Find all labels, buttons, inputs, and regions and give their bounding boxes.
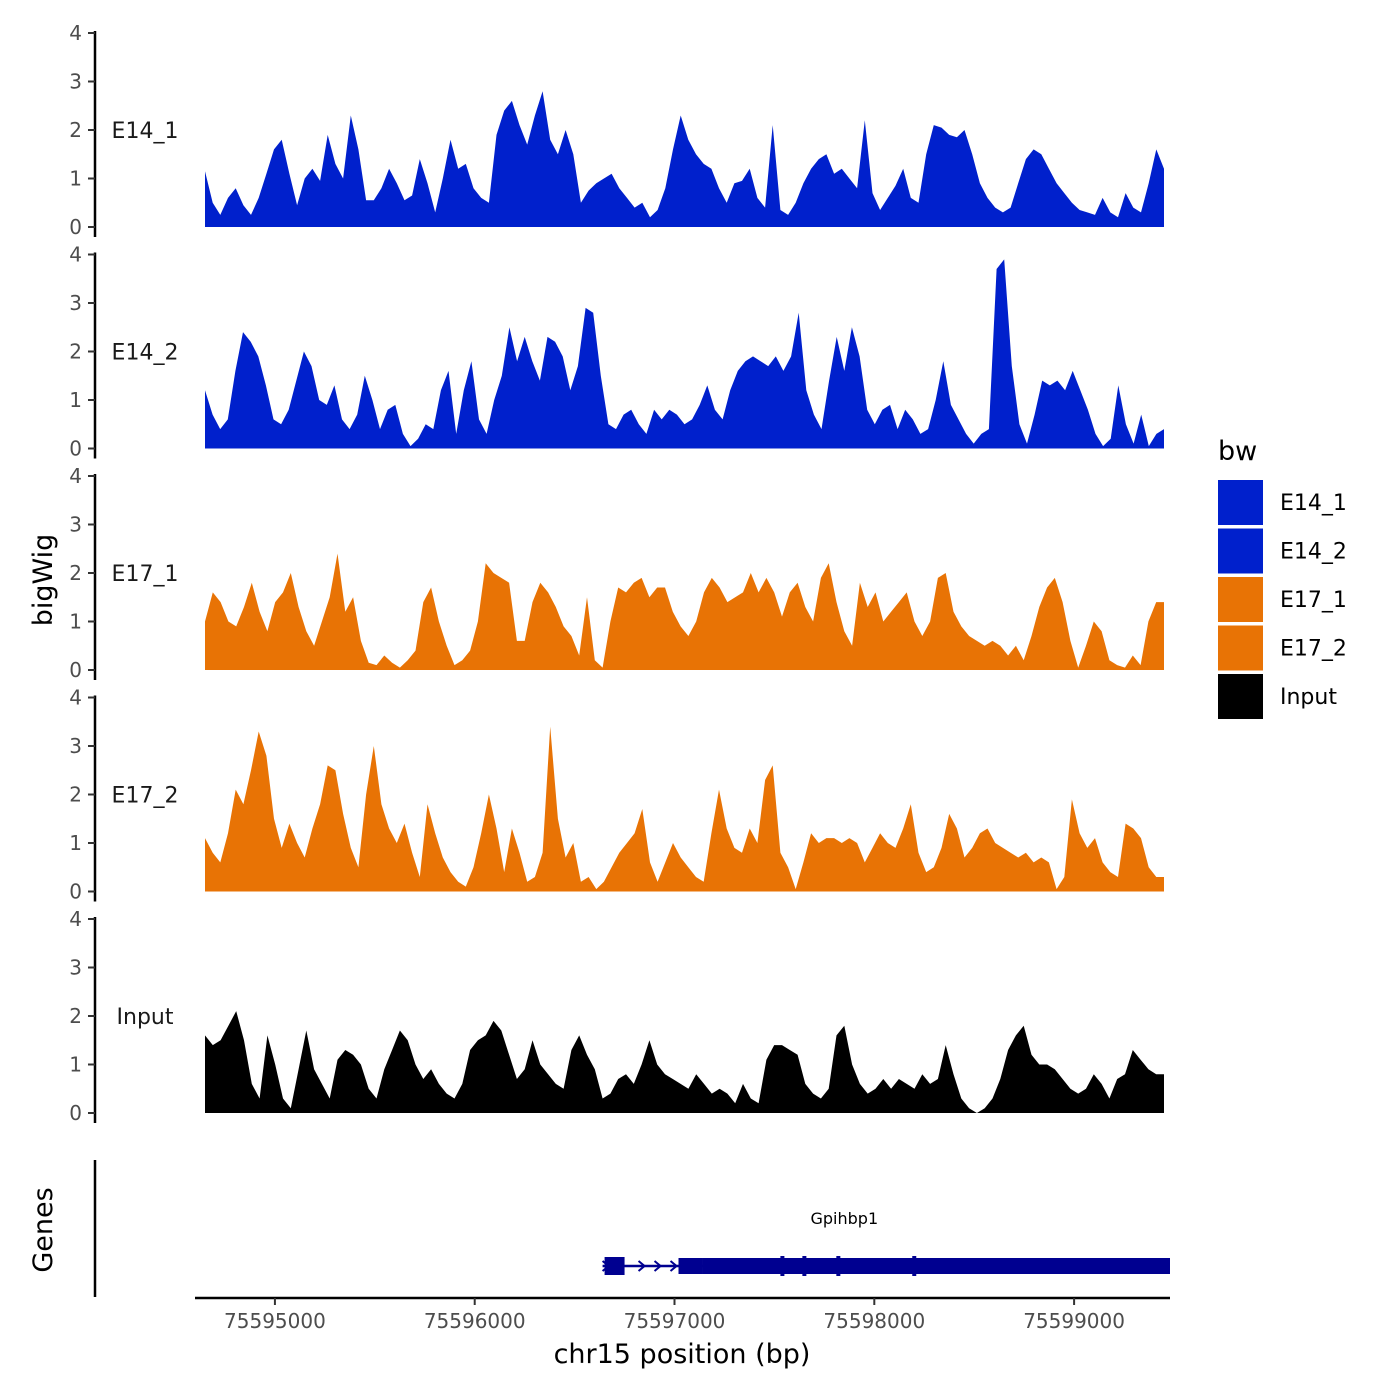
gene-exon [604, 1257, 625, 1275]
y-tick-label-E17_2: 3 [69, 734, 82, 758]
legend-swatch-E14_2 [1218, 528, 1263, 574]
y-tick-label-E14_2: 2 [69, 340, 82, 364]
x-axis: 75595000 75596000 75597000 75598000 75599000 [195, 1296, 1170, 1333]
y-tick-label-E17_2: 0 [69, 880, 82, 904]
track-label-E17_2: E17_2 [112, 784, 179, 809]
gene-track: Gpihbp1 [93, 1160, 1170, 1297]
y-tick-label-E17_2: 4 [69, 686, 82, 710]
legend-label-E14_1: E14_1 [1280, 491, 1347, 516]
track-label-E14_1: E14_1 [112, 119, 179, 144]
legend-swatch-Input [1218, 674, 1263, 719]
legend-title: bw [1218, 436, 1257, 467]
y-tick-label-E14_2: 1 [69, 388, 82, 412]
strand-arrow [669, 1260, 679, 1272]
y-tick-label-Input: 2 [69, 1004, 82, 1028]
strand-arrow [637, 1260, 647, 1272]
legend-swatch-E17_1 [1218, 577, 1263, 622]
coverage-area-E17_1 [205, 553, 1164, 670]
x-tick-label: 75595000 [224, 1309, 326, 1333]
x-tick-label: 75596000 [424, 1309, 526, 1333]
legend-label-Input: Input [1280, 685, 1337, 710]
gene-exon [702, 1258, 915, 1274]
track-label-E17_1: E17_1 [112, 562, 179, 587]
y-tick-label-E14_1: 2 [69, 118, 82, 142]
y-tick-label-Input: 4 [69, 907, 82, 931]
y-tick-label-E17_1: 4 [69, 464, 82, 488]
exon-boundary [780, 1256, 785, 1276]
legend-label-E17_1: E17_1 [1280, 588, 1347, 613]
track-E14_2: 0 1 2 3 4 E14_2 [69, 243, 1164, 461]
y-tick-label-E14_2: 0 [69, 437, 82, 461]
y-tick-label-E14_1: 0 [69, 215, 82, 239]
legend-label-E17_2: E17_2 [1280, 637, 1347, 662]
y-axis-title: bigWig [28, 534, 59, 627]
genes-track-title: Genes [28, 1187, 59, 1272]
y-tick-label-E17_2: 2 [69, 783, 82, 807]
y-tick-label-E14_1: 1 [69, 167, 82, 191]
exon-boundary [912, 1256, 917, 1276]
track-Input: 0 1 2 3 4 Input [69, 907, 1164, 1125]
y-tick-label-E17_1: 1 [69, 610, 82, 634]
gene-name-label: Gpihbp1 [811, 1209, 879, 1228]
y-tick-label-E14_2: 3 [69, 291, 82, 315]
legend-label-E14_2: E14_2 [1280, 540, 1347, 565]
y-tick-label-E14_2: 4 [69, 243, 82, 267]
y-tick-label-E17_1: 3 [69, 513, 82, 537]
track-label-E14_2: E14_2 [112, 341, 179, 366]
x-tick-label: 75597000 [624, 1309, 726, 1333]
y-tick-label-Input: 1 [69, 1053, 82, 1077]
coverage-area-E14_2 [205, 259, 1164, 449]
legend-swatch-E17_2 [1218, 625, 1263, 671]
y-tick-label-Input: 0 [69, 1101, 82, 1125]
track-E17_2: 0 1 2 3 4 E17_2 [69, 686, 1164, 904]
gene-exon [914, 1258, 1170, 1274]
coverage-area-E14_1 [205, 91, 1164, 227]
gene-exon [678, 1258, 703, 1274]
y-tick-label-E17_2: 1 [69, 831, 82, 855]
coverage-area-Input [205, 1011, 1164, 1113]
y-tick-label-E14_1: 3 [69, 70, 82, 94]
legend: E14_1 E14_2 E17_1 E17_2 Input [1218, 480, 1347, 719]
y-tick-label-E17_1: 0 [69, 658, 82, 682]
y-tick-label-E17_1: 2 [69, 561, 82, 585]
track-label-Input: Input [117, 1005, 174, 1030]
strand-arrow [653, 1260, 663, 1272]
exon-boundary [836, 1256, 841, 1276]
coverage-area-E17_2 [205, 726, 1164, 892]
y-tick-label-Input: 3 [69, 956, 82, 980]
track-E17_1: 0 1 2 3 4 E17_1 [69, 464, 1164, 682]
x-tick-label: 75599000 [1023, 1309, 1125, 1333]
x-tick-label: 75598000 [823, 1309, 925, 1333]
coverage-tracks: 0 1 2 3 4 E14_1 0 1 2 3 4 E14_2 0 1 2 3 4 E17_1 0 1 2 3 4 E17_2… [69, 21, 1164, 1125]
x-axis-title: chr15 position (bp) [554, 1339, 811, 1370]
track-E14_1: 0 1 2 3 4 E14_1 [69, 21, 1164, 239]
legend-swatch-E14_1 [1218, 480, 1263, 525]
exon-boundary [802, 1256, 807, 1276]
y-tick-label-E14_1: 4 [69, 21, 82, 45]
